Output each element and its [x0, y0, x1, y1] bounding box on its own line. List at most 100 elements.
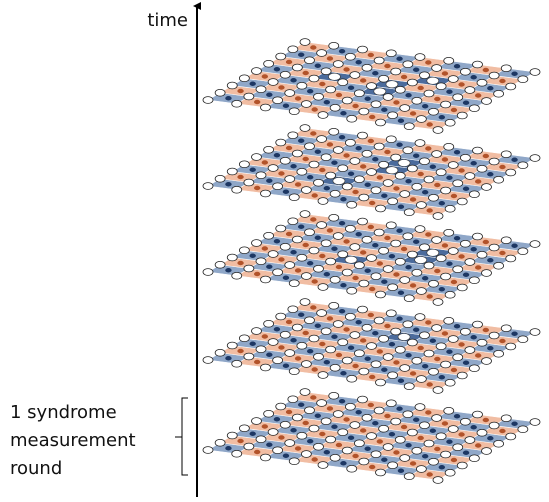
data-qubit — [428, 279, 439, 288]
ancilla-qubit — [393, 272, 400, 277]
data-qubit — [493, 175, 505, 184]
data-qubit — [428, 193, 439, 202]
data-qubit — [349, 243, 361, 251]
ancilla-qubit — [266, 92, 273, 97]
data-qubit — [313, 92, 324, 101]
data-qubit — [308, 160, 320, 169]
data-qubit — [337, 428, 349, 437]
data-qubit — [214, 348, 226, 357]
data-qubit — [349, 421, 361, 429]
ancilla-qubit — [302, 420, 309, 426]
data-qubit — [296, 81, 308, 90]
ancilla-qubit — [338, 135, 346, 140]
ancilla-qubit — [225, 182, 232, 187]
data-qubit — [447, 247, 459, 255]
ancilla-qubit — [273, 153, 281, 158]
ancilla-qubit — [367, 402, 375, 408]
data-qubit — [481, 447, 492, 455]
data-qubit — [456, 461, 468, 470]
data-qubit — [353, 175, 365, 184]
ancilla-qubit — [290, 164, 297, 169]
data-qubit — [373, 316, 385, 325]
ancilla-qubit — [355, 320, 362, 325]
data-qubit — [238, 74, 250, 83]
lattice-layer — [202, 388, 541, 484]
ancilla-qubit — [409, 197, 417, 202]
ancilla-qubit — [446, 175, 453, 180]
data-qubit — [243, 442, 255, 451]
ancilla-qubit — [434, 182, 441, 188]
ancilla-qubit — [453, 150, 461, 155]
data-qubit — [476, 164, 488, 173]
ancilla-qubit — [359, 250, 367, 255]
data-qubit — [337, 78, 349, 87]
data-qubit — [300, 272, 312, 280]
lattice-layer — [202, 124, 541, 220]
data-qubit — [325, 435, 337, 444]
ancilla-qubit — [458, 168, 465, 173]
ancilla-qubit — [458, 254, 465, 259]
data-qubit — [464, 258, 476, 266]
data-qubit — [291, 413, 303, 422]
ancilla-qubit — [425, 410, 432, 415]
ancilla-qubit — [368, 200, 376, 206]
ancilla-qubit — [294, 96, 302, 101]
ancilla-qubit — [355, 410, 362, 415]
data-qubit — [481, 357, 492, 365]
ancilla-qubit — [352, 453, 359, 459]
ancilla-qubit — [297, 402, 305, 407]
ancilla-qubit — [487, 172, 494, 177]
data-qubit — [287, 217, 299, 226]
data-qubit — [288, 193, 300, 202]
data-qubit — [476, 338, 488, 347]
ancilla-qubit — [429, 338, 437, 343]
ancilla-qubit — [396, 316, 403, 321]
ancilla-qubit — [359, 78, 367, 83]
ancilla-qubit — [364, 356, 371, 361]
bracket — [175, 397, 188, 476]
data-qubit — [332, 410, 344, 418]
data-qubit — [341, 446, 353, 455]
ancilla-qubit — [314, 149, 322, 154]
data-qubit — [500, 150, 512, 159]
data-qubit — [387, 283, 399, 292]
data-qubit — [296, 341, 308, 350]
ancilla-qubit — [266, 264, 273, 269]
data-qubit — [414, 403, 426, 411]
data-qubit — [435, 82, 447, 91]
data-qubit — [385, 399, 397, 408]
ancilla-qubit — [412, 239, 420, 244]
ancilla-qubit — [347, 171, 355, 176]
ancilla-qubit — [237, 88, 244, 94]
data-qubit — [432, 476, 444, 484]
ancilla-qubit — [446, 439, 453, 444]
data-qubit — [320, 67, 332, 76]
ancilla-qubit — [388, 432, 396, 437]
ancilla-qubit — [306, 261, 314, 266]
ancilla-qubit — [311, 367, 318, 372]
data-qubit — [444, 204, 456, 213]
data-qubit — [349, 331, 361, 339]
ancilla-qubit — [297, 138, 305, 143]
data-qubit — [279, 70, 291, 79]
data-qubit — [313, 352, 324, 361]
ancilla-qubit — [352, 363, 359, 369]
ancilla-qubit — [396, 142, 403, 147]
data-qubit — [411, 182, 423, 191]
data-qubit — [414, 53, 426, 61]
ancilla-qubit — [499, 164, 506, 170]
ancilla-qubit — [310, 305, 317, 310]
data-qubit — [529, 68, 541, 76]
ancilla-qubit — [285, 231, 293, 237]
ancilla-qubit — [376, 175, 384, 180]
ancilla-qubit — [405, 93, 412, 98]
ancilla-qubit — [393, 360, 400, 365]
ancilla-qubit — [355, 232, 362, 237]
data-qubit — [382, 179, 394, 187]
ancilla-qubit — [381, 107, 388, 112]
data-qubit — [328, 41, 340, 50]
data-qubit — [329, 275, 341, 284]
data-qubit — [202, 446, 214, 454]
ancilla-qubit — [311, 107, 318, 112]
ancilla-qubit — [306, 89, 314, 94]
